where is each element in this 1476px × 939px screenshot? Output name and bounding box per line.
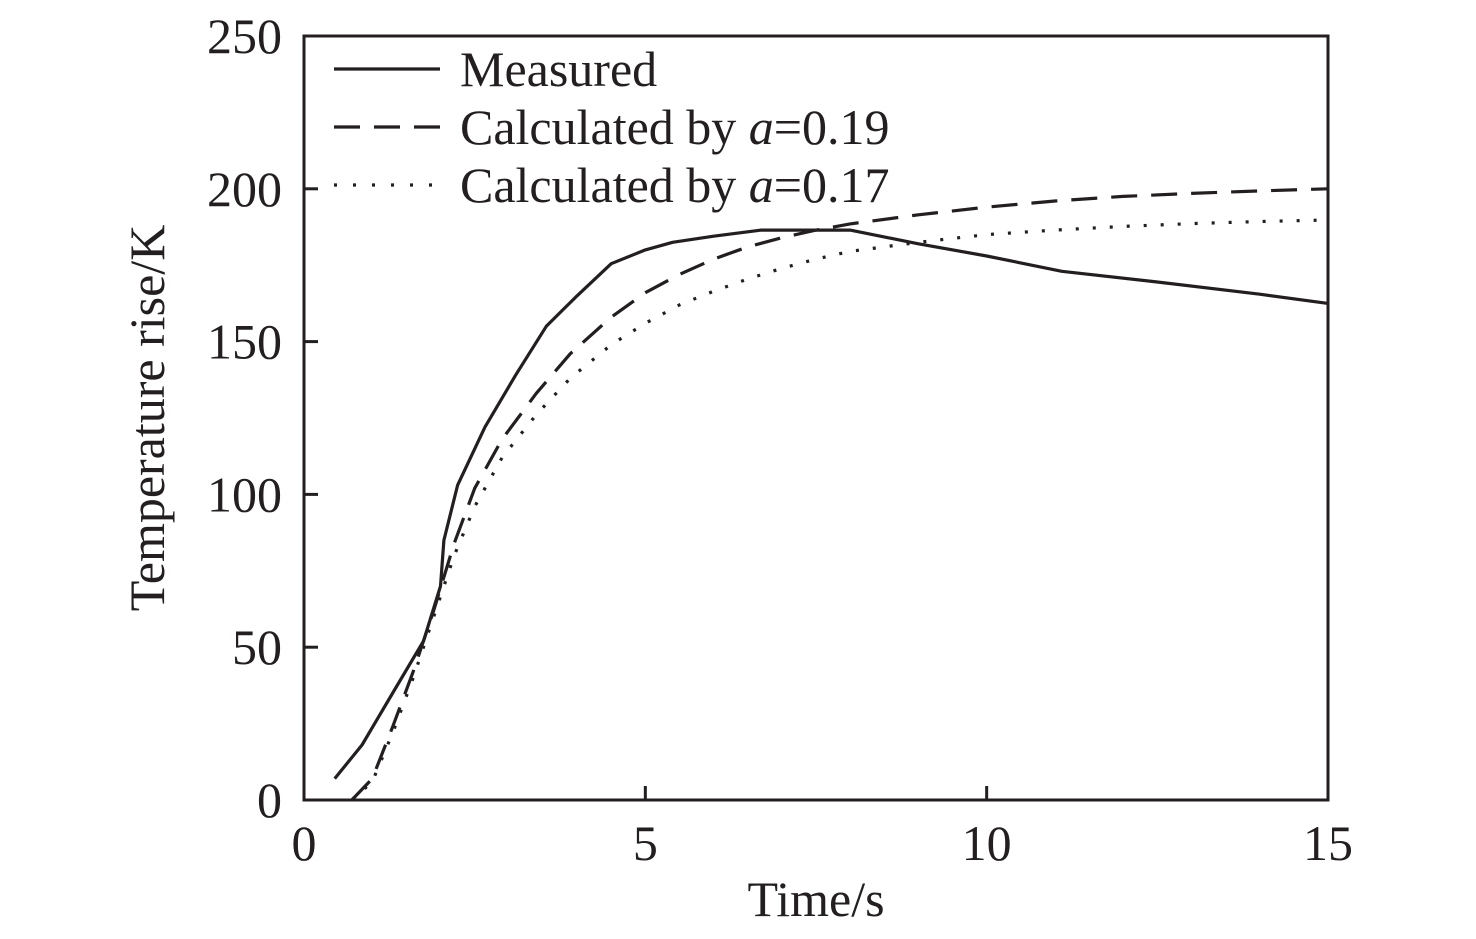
legend-label-suffix: =0.19 [774,99,890,155]
series-line-dotted [350,218,1329,802]
plot-frame [302,34,1330,802]
legend-label: Calculated by a=0.19 [460,99,890,155]
legend-label-variable: a [749,157,774,213]
legend-label-prefix: Calculated by [460,99,749,155]
y-tick-label: 0 [257,772,282,828]
y-tick-label: 50 [232,619,282,675]
y-tick-label: 250 [207,8,282,64]
x-tick-label: 15 [1303,815,1353,871]
legend-label-prefix: Measured [460,41,657,97]
legend-label: Calculated by a=0.17 [460,157,890,213]
y-axis-label: Temperature rise/K [119,225,175,612]
series-line-dashed [350,187,1329,802]
legend-label-suffix: =0.17 [774,157,890,213]
y-tick-label: 100 [207,466,282,522]
legend-label-prefix: Calculated by [460,157,749,213]
x-tick-label: 0 [292,815,317,871]
legend-label-variable: a [749,99,774,155]
x-axis-label: Time/s [747,871,884,927]
legend-label: Measured [460,41,657,97]
x-tick-label: 10 [962,815,1012,871]
y-tick-label: 150 [207,314,282,370]
y-tick-label: 200 [207,161,282,217]
series-layer [333,187,1329,802]
x-tick-label: 5 [633,815,658,871]
series-line-solid [333,228,1329,780]
